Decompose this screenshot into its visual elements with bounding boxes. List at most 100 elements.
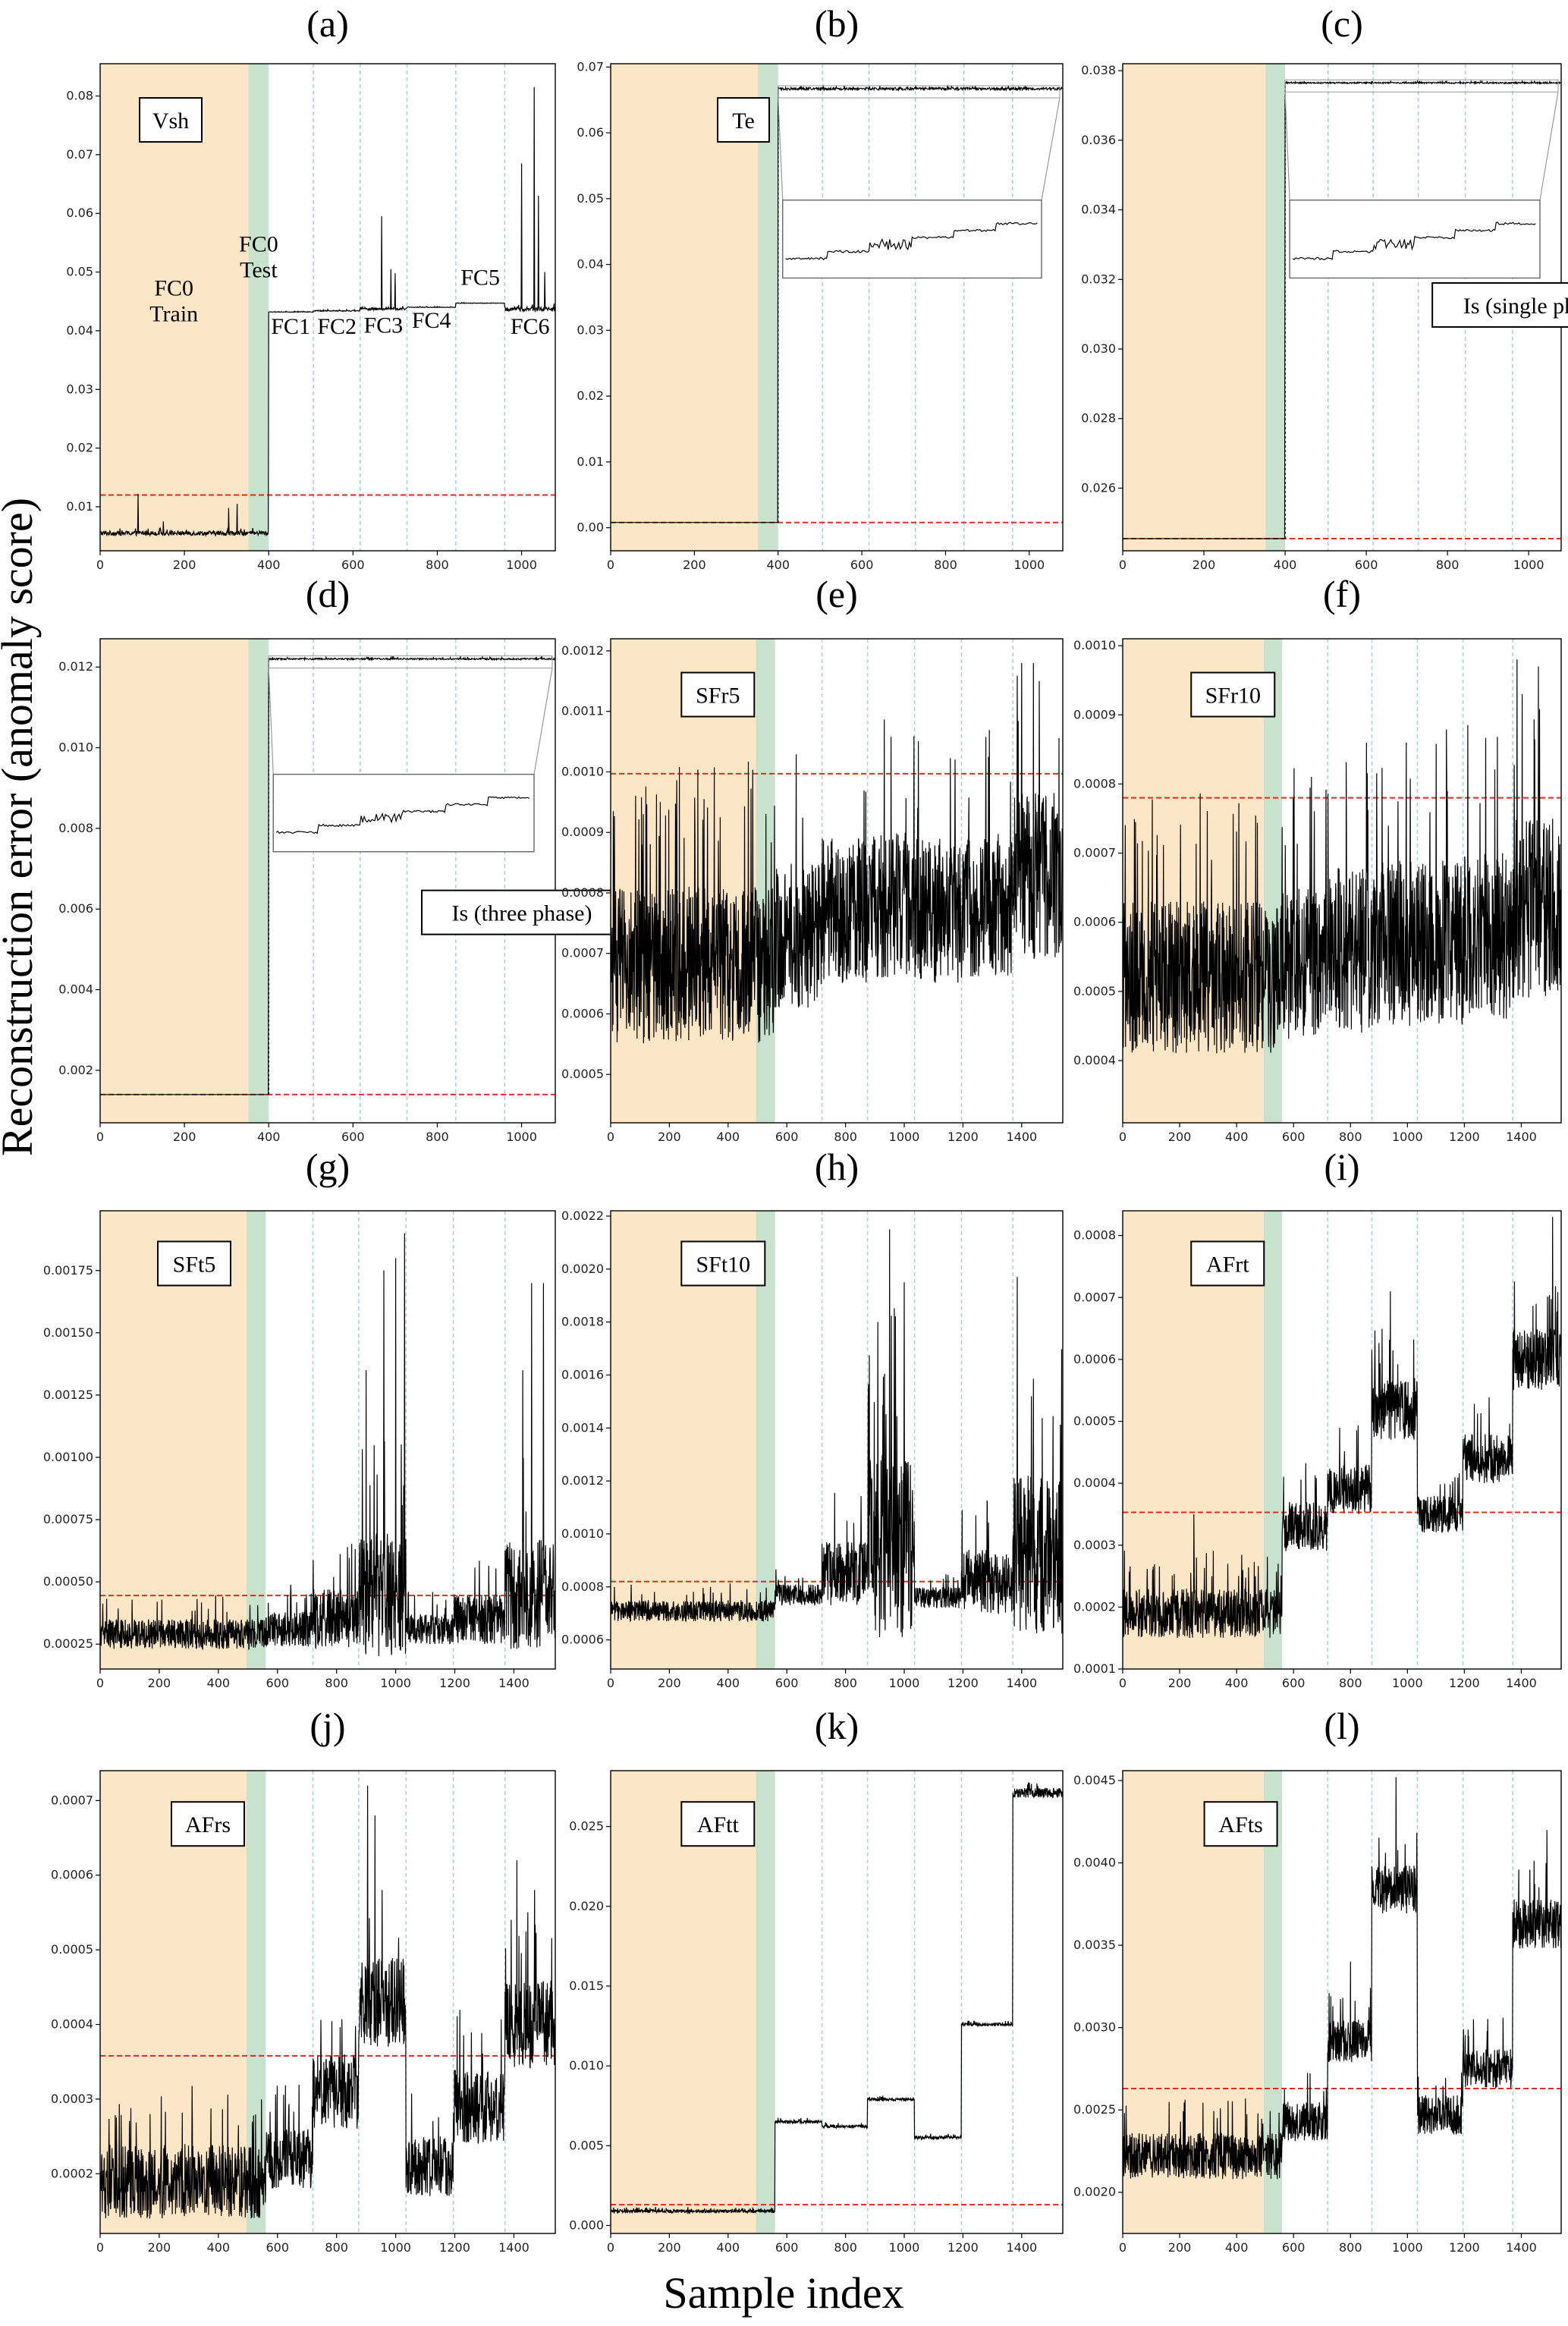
fault-class-label: FC3 bbox=[363, 313, 403, 338]
x-tick-label: 800 bbox=[934, 558, 957, 572]
y-tick-label: 0.025 bbox=[569, 1819, 604, 1834]
panel-e: (e) 0 200 400 600 800 1000 1200 1400 0.0005 0.0006… bbox=[561, 573, 1064, 1144]
y-tick-label: 0.08 bbox=[66, 89, 93, 103]
plot-area bbox=[611, 64, 1063, 551]
x-tick-label: 600 bbox=[341, 558, 365, 572]
y-tick-label: 0.0003 bbox=[51, 2092, 93, 2106]
y-tick-label: 0.0030 bbox=[1073, 2020, 1116, 2035]
panel-b: (b) 0 200 400 600 800 1000 0.00 0.01 0.02 0.03 0.04… bbox=[577, 2, 1064, 572]
x-tick-label: 600 bbox=[775, 2240, 799, 2255]
fault-class-label: FC2 bbox=[317, 314, 357, 339]
y-tick-label: 0.008 bbox=[58, 821, 93, 835]
x-tick-label: 0 bbox=[96, 2240, 104, 2255]
x-tick-label: 200 bbox=[1168, 1676, 1192, 1690]
x-tick-label: 600 bbox=[1282, 2240, 1306, 2255]
signal-line bbox=[611, 662, 1063, 1044]
plot-frame bbox=[99, 1770, 556, 2234]
y-tick-label: 0.00175 bbox=[43, 1263, 93, 1278]
y-tick-label: 0.05 bbox=[66, 265, 93, 279]
y-tick-label: 0.0005 bbox=[1073, 1414, 1116, 1429]
x-tick-label: 1400 bbox=[498, 1676, 529, 1690]
y-tick-label: 0.00075 bbox=[43, 1512, 93, 1526]
panel-letter: (c) bbox=[1321, 2, 1363, 45]
x-tick-label: 400 bbox=[1225, 1676, 1249, 1690]
fault-class-label: FC1 bbox=[271, 314, 310, 339]
inset-connector bbox=[778, 97, 784, 200]
y-tick-label: 0.04 bbox=[66, 323, 93, 338]
y-tick-label: 0.0008 bbox=[1073, 776, 1116, 791]
y-tick-label: 0.04 bbox=[577, 257, 604, 272]
y-tick-label: 0.0022 bbox=[561, 1209, 604, 1223]
series-label-box bbox=[1431, 282, 1568, 328]
y-tick-label: 0.026 bbox=[1081, 480, 1116, 495]
panel-letter: (k) bbox=[815, 1705, 859, 1747]
series-label: AFrs bbox=[185, 1812, 231, 1837]
y-tick-label: 0.0045 bbox=[1073, 1773, 1116, 1787]
y-tick-label: 0.00125 bbox=[43, 1388, 93, 1402]
y-tick-label: 0.015 bbox=[569, 1979, 604, 1993]
signal-line bbox=[100, 1233, 555, 1657]
plot-area bbox=[100, 639, 555, 1123]
x-tick-label: 1000 bbox=[380, 1676, 411, 1690]
y-tick-label: 0.0005 bbox=[561, 1067, 604, 1081]
x-tick-label: 800 bbox=[1436, 558, 1460, 572]
signal-line bbox=[100, 655, 555, 1095]
series-label: Is (three phase) bbox=[452, 901, 592, 926]
x-tick-label: 400 bbox=[207, 1676, 231, 1690]
figure-xlabel: Sample index bbox=[663, 2268, 903, 2318]
test-region bbox=[248, 64, 269, 551]
y-tick-label: 0.0006 bbox=[51, 1868, 93, 1882]
x-tick-label: 600 bbox=[1282, 1130, 1306, 1144]
y-tick-label: 0.02 bbox=[577, 388, 604, 403]
zoom-region-box bbox=[268, 655, 553, 669]
zoom-region-box bbox=[778, 85, 1061, 99]
panel-g: (g) 0 200 400 600 800 1000 1200 1400 0.00025 0.000… bbox=[43, 1146, 556, 1690]
x-tick-label: 1400 bbox=[498, 2240, 529, 2255]
inset-signal bbox=[1292, 222, 1536, 261]
x-tick-label: 1000 bbox=[506, 558, 537, 572]
y-tick-label: 0.038 bbox=[1081, 63, 1116, 77]
y-tick-label: 0.012 bbox=[58, 659, 93, 674]
series-label-box bbox=[171, 1801, 245, 1847]
x-tick-label: 1000 bbox=[506, 1130, 537, 1144]
x-tick-label: 200 bbox=[173, 558, 196, 572]
test-region bbox=[248, 639, 269, 1123]
y-tick-label: 0.002 bbox=[58, 1063, 93, 1077]
panel-letter: (i) bbox=[1324, 1146, 1359, 1188]
y-tick-label: 0.0009 bbox=[1073, 707, 1116, 721]
y-tick-label: 0.0006 bbox=[561, 1006, 604, 1020]
x-tick-label: 1200 bbox=[439, 1676, 470, 1690]
y-tick-label: 0.005 bbox=[569, 2138, 604, 2152]
x-tick-label: 600 bbox=[1355, 558, 1378, 572]
series-label: AFtt bbox=[697, 1812, 740, 1837]
y-tick-label: 0.0009 bbox=[561, 825, 604, 839]
signal-line bbox=[611, 1782, 1063, 2214]
y-tick-label: 0.010 bbox=[58, 740, 93, 755]
y-tick-label: 0.010 bbox=[569, 2058, 604, 2073]
panel-l: (l) 0 200 400 600 800 1000 1200 1400 0.0020 0.0025… bbox=[1073, 1705, 1562, 2255]
x-tick-label: 600 bbox=[266, 2240, 289, 2255]
x-tick-label: 1400 bbox=[1506, 1676, 1537, 1690]
test-region bbox=[1265, 64, 1286, 551]
series-label: Te bbox=[732, 108, 755, 134]
x-tick-label: 800 bbox=[834, 1676, 857, 1690]
y-tick-label: 0.0010 bbox=[561, 764, 604, 778]
x-tick-label: 1200 bbox=[439, 2240, 470, 2255]
series-label-box bbox=[1190, 671, 1276, 718]
train-region bbox=[611, 64, 759, 551]
y-tick-label: 0.0007 bbox=[561, 946, 604, 960]
x-tick-label: 0 bbox=[1119, 2240, 1127, 2255]
train-region bbox=[611, 1771, 756, 2233]
inset-signal bbox=[275, 796, 530, 835]
plot-area bbox=[1123, 1771, 1561, 2233]
x-tick-label: 800 bbox=[325, 2240, 348, 2255]
train-region bbox=[1123, 64, 1266, 551]
x-tick-label: 400 bbox=[1225, 1130, 1249, 1144]
x-tick-label: 800 bbox=[426, 558, 449, 572]
x-tick-label: 0 bbox=[607, 1130, 614, 1144]
x-tick-label: 0 bbox=[607, 1676, 614, 1690]
x-tick-label: 400 bbox=[257, 1130, 281, 1144]
y-tick-label: 0.01 bbox=[577, 454, 604, 469]
series-label: SFt10 bbox=[696, 1252, 750, 1277]
fault-class-label: FC5 bbox=[460, 266, 500, 291]
